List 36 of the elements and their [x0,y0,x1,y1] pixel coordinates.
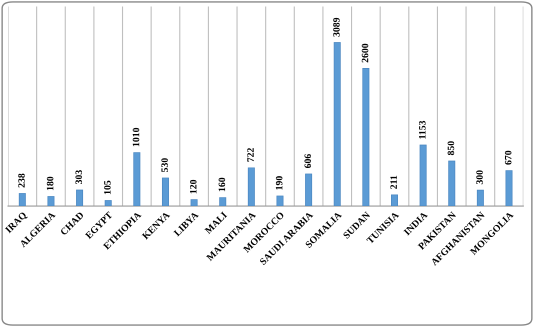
bar [362,68,370,206]
data-label: 238 [18,174,25,188]
data-label: 160 [218,178,226,192]
data-label: 180 [46,176,54,190]
data-label: 190 [276,176,282,190]
bar [448,160,456,206]
data-label: 530 [161,158,168,172]
bar [390,194,398,206]
data-label: 300 [476,170,483,184]
data-label: 105 [104,180,111,194]
data-label: 670 [504,150,512,165]
bar [104,200,112,206]
data-label: 722 [247,148,254,162]
data-label: 1010 [132,128,140,146]
bar [420,144,427,206]
data-label: 3089 [333,18,340,37]
data-label: 211 [390,176,397,189]
data-label: 1153 [419,120,426,139]
bar [334,42,341,206]
data-label: 606 [304,154,312,168]
bar [162,178,169,206]
bar [476,190,484,206]
bar [47,196,54,206]
bar [190,199,198,206]
bar [219,197,226,206]
bar [248,167,255,206]
data-label: 303 [75,170,82,184]
bar [506,170,513,206]
bar [305,174,312,206]
data-label: 850 [448,141,454,156]
data-label: 2600 [362,44,368,62]
bar [133,152,140,206]
data-label: 120 [190,180,197,194]
bar [18,193,26,206]
bar [76,190,84,206]
bar [276,196,284,206]
